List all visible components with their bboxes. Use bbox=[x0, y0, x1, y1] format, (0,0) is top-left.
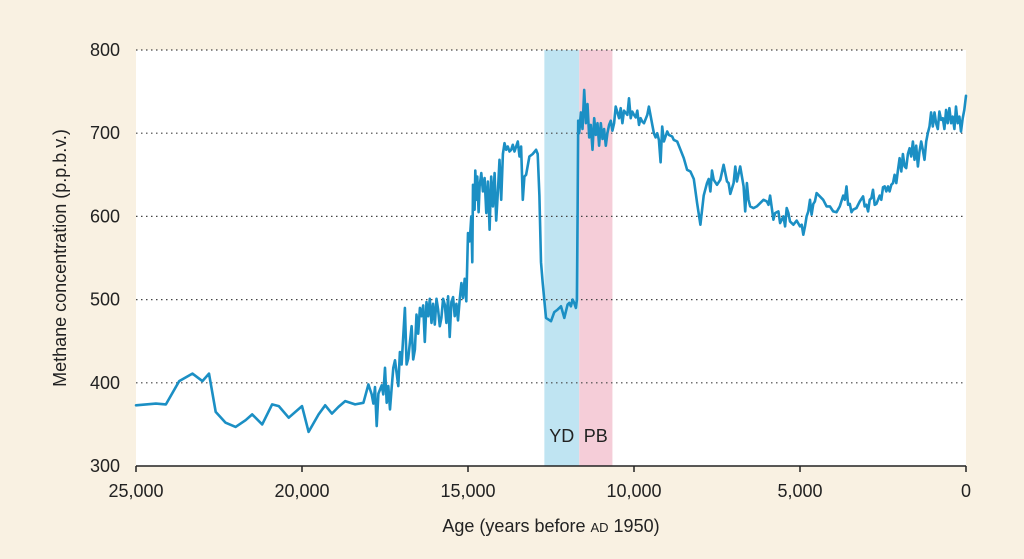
x-tick-label-25000: 25,000 bbox=[108, 481, 163, 501]
y-axis-title: Methane concentration (p.p.b.v.) bbox=[50, 129, 70, 387]
x-axis-title-part-3: 1950) bbox=[609, 516, 660, 536]
y-tick-label-800: 800 bbox=[90, 40, 120, 60]
y-tick-label-700: 700 bbox=[90, 123, 120, 143]
band-label-yd: YD bbox=[549, 426, 574, 446]
y-tick-label-600: 600 bbox=[90, 206, 120, 226]
x-tick-label-15000: 15,000 bbox=[440, 481, 495, 501]
x-tick-label-10000: 10,000 bbox=[606, 481, 661, 501]
y-tick-label-400: 400 bbox=[90, 373, 120, 393]
x-tick-label-0: 0 bbox=[961, 481, 971, 501]
x-tick-label-5000: 5,000 bbox=[777, 481, 822, 501]
x-axis-title-part-1: Age (years before bbox=[442, 516, 590, 536]
band-yd bbox=[544, 50, 580, 466]
x-tick-label-20000: 20,000 bbox=[274, 481, 329, 501]
series-line-0 bbox=[134, 88, 968, 434]
y-tick-label-300: 300 bbox=[90, 456, 120, 476]
y-tick-label-500: 500 bbox=[90, 290, 120, 310]
x-axis-title-part-2: AD bbox=[590, 520, 608, 535]
band-label-pb: PB bbox=[584, 426, 608, 446]
x-axis-title: Age (years before AD 1950) bbox=[442, 516, 659, 536]
